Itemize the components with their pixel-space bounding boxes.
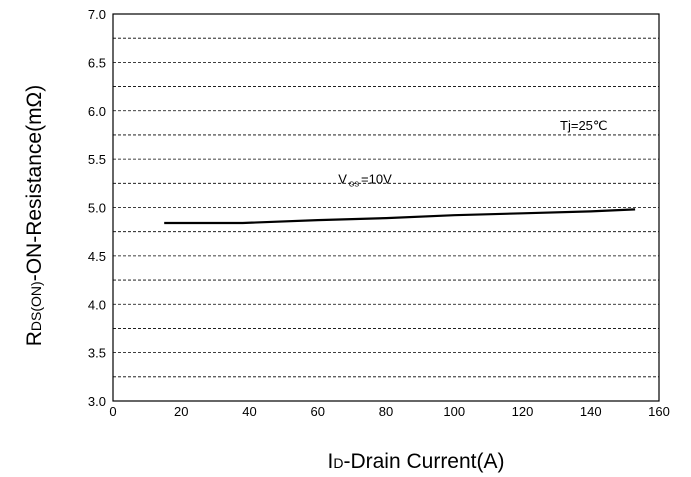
x-axis-title-sub: D — [333, 455, 343, 471]
x-axis-title-main: I — [328, 450, 334, 473]
x-tick-label: 140 — [580, 404, 602, 419]
series-group — [164, 208, 636, 225]
y-axis-title-rest: -ON-Resistance(mΩ) — [23, 85, 46, 282]
y-axis-title-sub: DS(ON) — [28, 281, 44, 331]
x-tick-label: 60 — [311, 404, 325, 419]
x-tick-label: 160 — [648, 404, 670, 419]
annotation-text: Tj=25℃ — [560, 118, 607, 133]
y-tick-labels: 3.0 3.5 4.0 4.5 5.0 5.5 6.0 6.5 7.0 — [88, 7, 106, 409]
y-tick-label: 7.0 — [88, 7, 106, 22]
y-tick-label: 5.5 — [88, 152, 106, 167]
x-axis-title-rest: -Drain Current(A) — [343, 450, 504, 473]
annotations: V GS =10V Tj=25℃ — [338, 118, 607, 188]
y-tick-label: 6.5 — [88, 55, 106, 70]
annotation-text: V — [338, 171, 347, 186]
x-tick-label: 40 — [242, 404, 256, 419]
y-axis-title: RDS(ON)-ON-Resistance(mΩ) — [23, 85, 46, 347]
grid-lines — [113, 37, 659, 378]
y-tick-label: 4.5 — [88, 249, 106, 264]
annotation-1: Tj=25℃ — [560, 118, 607, 133]
x-tick-label: 20 — [174, 404, 188, 419]
y-tick-label: 3.0 — [88, 394, 106, 409]
x-tick-label: 80 — [379, 404, 393, 419]
series-line-0 — [164, 208, 636, 225]
annotation-subscript: GS — [349, 181, 359, 188]
plot-area-frame — [112, 13, 660, 402]
x-tick-label: 100 — [443, 404, 465, 419]
x-tick-label: 120 — [512, 404, 534, 419]
y-tick-label: 4.0 — [88, 297, 106, 312]
x-tick-label: 0 — [109, 404, 116, 419]
annotation-text: =10V — [361, 171, 392, 186]
x-axis-title: ID-Drain Current(A) — [328, 450, 505, 473]
annotation-0: V GS =10V — [338, 171, 392, 188]
y-tick-label: 5.0 — [88, 201, 106, 216]
y-tick-label: 3.5 — [88, 346, 106, 361]
y-axis-title-main: R — [23, 331, 46, 346]
y-tick-label: 6.0 — [88, 104, 106, 119]
x-tick-labels: 0 20 40 60 80 100 120 140 160 — [109, 404, 669, 419]
